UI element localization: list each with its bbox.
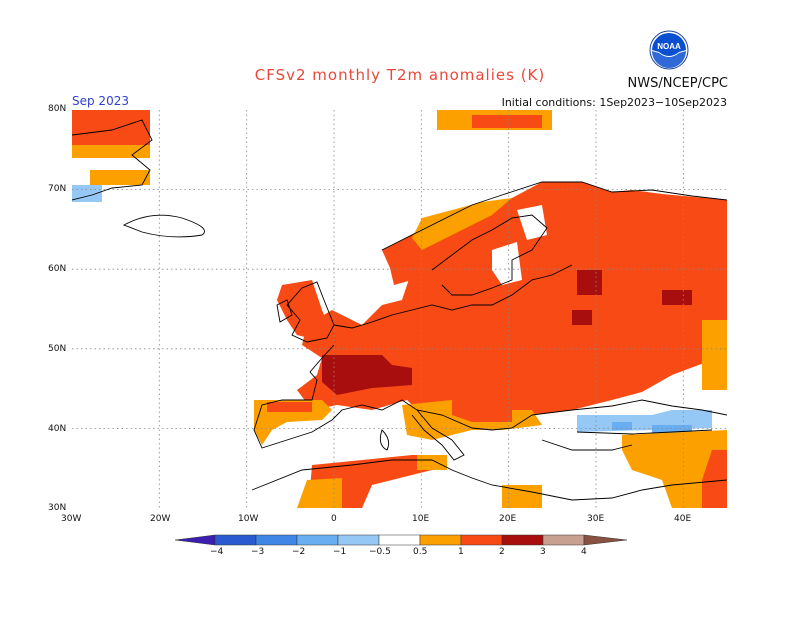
colorbar-label: 3 bbox=[540, 547, 546, 557]
colorbar-label: −3 bbox=[251, 547, 265, 557]
colorbar-swatch bbox=[542, 534, 585, 546]
colorbar-label: −2 bbox=[292, 547, 306, 557]
noaa-logo-text: NOAA bbox=[657, 42, 681, 51]
colorbar-label: −0.5 bbox=[369, 547, 391, 557]
init-conditions: Initial conditions: 1Sep2023−10Sep2023 bbox=[501, 96, 727, 109]
lon-label-10e: 10E bbox=[412, 514, 430, 524]
colorbar-swatch bbox=[419, 534, 462, 546]
map-title: CFSv2 monthly T2m anomalies (K) bbox=[254, 66, 546, 84]
colorbar-swatch bbox=[214, 534, 257, 546]
colorbar-arrow-low bbox=[175, 534, 216, 546]
colorbar-swatch bbox=[337, 534, 380, 546]
anomaly-map bbox=[72, 110, 727, 508]
colorbar-label: −4 bbox=[210, 547, 224, 557]
lat-label-40n: 40N bbox=[48, 424, 67, 434]
noaa-logo: NOAA bbox=[649, 30, 689, 70]
anomaly-france-dark bbox=[322, 355, 412, 395]
lat-label-80n: 80N bbox=[48, 104, 67, 114]
colorbar-swatch bbox=[296, 534, 339, 546]
colorbar-label: 4 bbox=[581, 547, 587, 557]
coastlines bbox=[72, 119, 727, 501]
colorbar-swatch bbox=[255, 534, 298, 546]
lat-label-70n: 70N bbox=[48, 184, 67, 194]
colorbar-swatch bbox=[460, 534, 503, 546]
lon-label-0: 0 bbox=[331, 514, 337, 524]
lat-label-30n: 30N bbox=[48, 503, 67, 513]
colorbar-label: 1 bbox=[458, 547, 464, 557]
lat-label-60n: 60N bbox=[48, 264, 67, 274]
anomaly-uk bbox=[277, 280, 332, 340]
colorbar-swatch bbox=[501, 534, 544, 546]
agency-label: NWS/NCEP/CPC bbox=[627, 76, 728, 91]
lon-label-30e: 30E bbox=[587, 514, 605, 524]
lat-label-50n: 50N bbox=[48, 344, 67, 354]
anomaly-russia-dark bbox=[577, 270, 602, 295]
graticule bbox=[72, 110, 727, 508]
lon-label-20e: 20E bbox=[499, 514, 517, 524]
anomaly-shading bbox=[72, 110, 727, 508]
colorbar-label: 2 bbox=[499, 547, 505, 557]
colorbar-arrow-high bbox=[583, 534, 627, 546]
lon-label-40e: 40E bbox=[674, 514, 692, 524]
month-label: Sep 2023 bbox=[72, 94, 129, 108]
lon-label-20w: 20W bbox=[150, 514, 171, 524]
anomaly-greenland-edge bbox=[72, 145, 150, 158]
lon-label-30w: 30W bbox=[61, 514, 82, 524]
anomaly-greenland bbox=[72, 110, 150, 145]
colorbar-label: 0.5 bbox=[413, 547, 428, 557]
colorbar-label: −1 bbox=[333, 547, 347, 557]
colorbar-swatch bbox=[378, 534, 421, 546]
lon-label-10w: 10W bbox=[238, 514, 259, 524]
colorbar bbox=[175, 534, 627, 546]
anomaly-europe bbox=[297, 182, 727, 420]
